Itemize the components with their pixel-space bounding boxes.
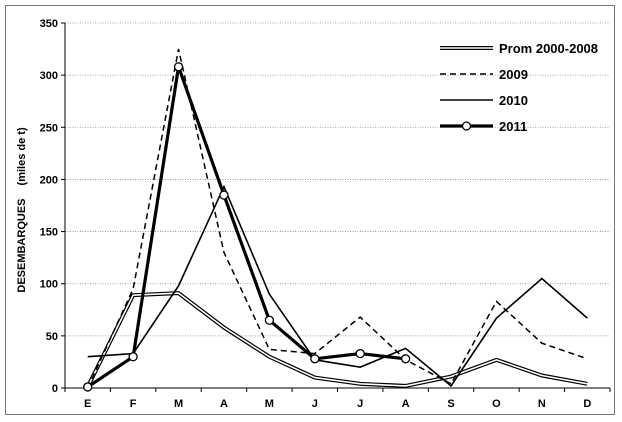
legend-label: 2010 [499,93,528,108]
x-tick-label: M [265,398,274,410]
y-tick-labels: 0 50 100 150 200 250 300 350 [40,18,58,395]
y-axis-title: DESEMBARQUES [16,199,28,293]
y-tick-label: 150 [40,227,58,239]
series-line [87,48,588,389]
y-tick-label: 300 [40,70,58,82]
x-tick-label: E [84,398,91,410]
data-point-marker [83,382,93,392]
x-tick-label: M [174,398,183,410]
data-point-marker [355,348,365,359]
data-point-marker [400,354,411,364]
x-tick-label: J [357,398,363,410]
legend-item: 2010 [440,93,528,108]
series-lines [83,48,588,392]
y-tick-label: 100 [40,279,58,291]
grid-lines [65,22,610,337]
series-0 [85,291,588,388]
x-tick-label: F [130,398,137,410]
x-tick-label: S [447,398,454,410]
legend-label: Prom 2000-2008 [499,41,598,56]
legend-label: 2009 [499,67,528,82]
legend-item: 2011 [440,119,527,134]
y-tick-label: 50 [46,331,58,343]
data-point-marker [219,190,229,200]
series-line-outer [85,291,588,388]
y-tick-label: 250 [40,122,58,134]
y-axis-unit: (miles de t) [16,127,28,185]
data-point-marker [461,121,472,131]
y-tick-label: 350 [40,18,58,30]
legend-label: 2011 [499,119,527,134]
series-line-inner [86,292,588,388]
series-1 [87,48,588,389]
data-point-marker [128,352,138,362]
y-tick-label: 0 [52,383,58,395]
legend: Prom 2000-2008 2009 2010 2011 [440,41,598,134]
data-point-marker [173,62,184,72]
series-2 [87,184,588,388]
x-tick-label: N [538,398,546,410]
x-tick-label: A [402,398,410,410]
y-tick-label: 200 [40,174,58,186]
series-3 [83,62,411,392]
legend-item: 2009 [440,67,528,82]
data-point-marker [264,315,275,325]
x-tick-label: O [492,398,501,410]
axes [61,22,611,392]
data-point-marker [310,354,320,364]
series-line [87,184,588,388]
legend-item: Prom 2000-2008 [440,41,598,56]
x-tick-label: A [220,398,228,410]
y-axis-label: DESEMBARQUES (miles de t) [16,127,28,293]
series-line [86,65,406,389]
x-tick-label: D [583,398,591,410]
x-tick-label: J [312,398,318,410]
